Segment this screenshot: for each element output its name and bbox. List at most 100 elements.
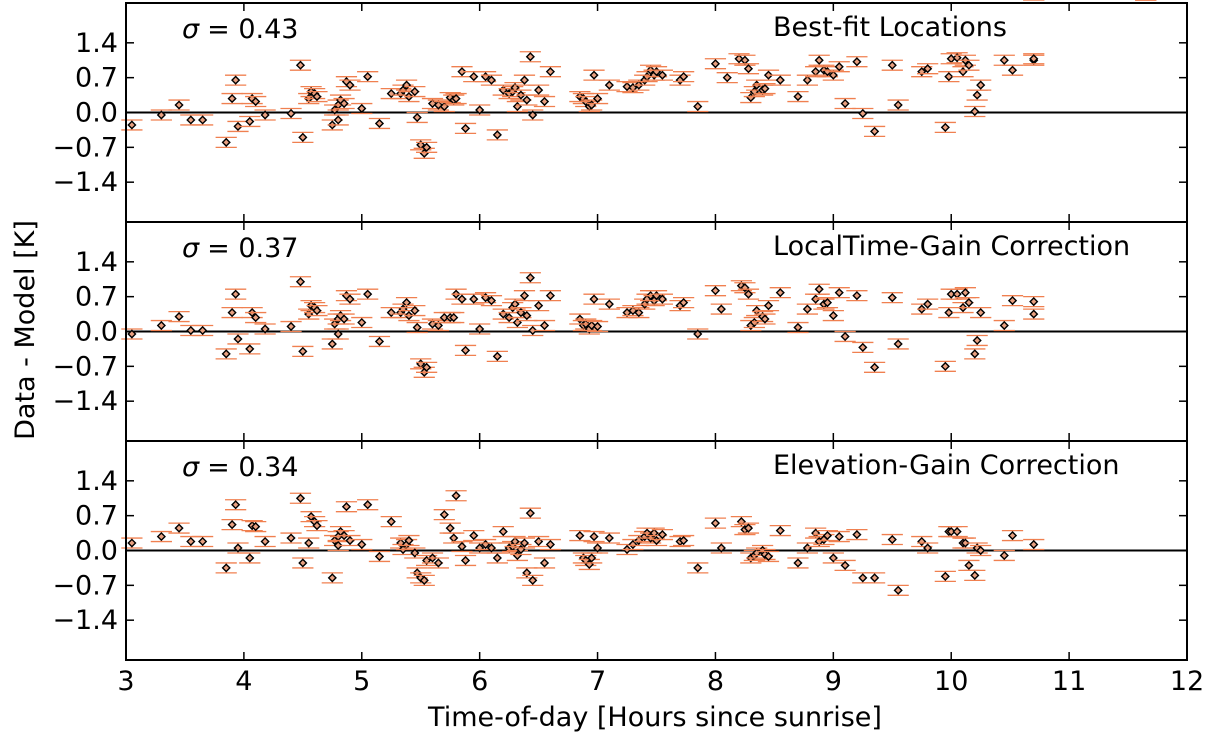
diamond-marker: [710, 286, 721, 296]
diamond-marker: [528, 325, 538, 336]
diamond-marker: [245, 344, 255, 354]
data-point: [808, 283, 830, 295]
diamond-marker: [649, 528, 659, 538]
diamond-marker: [156, 110, 166, 120]
diamond-marker: [587, 553, 597, 563]
diamond-marker: [492, 553, 502, 563]
data-point: [887, 338, 909, 350]
data-point: [221, 92, 243, 105]
data-point: [533, 95, 556, 108]
diamond-marker: [412, 112, 422, 123]
diamond-marker: [679, 72, 689, 82]
data-point: [339, 79, 361, 91]
data-point: [168, 310, 190, 323]
data-point: [192, 535, 214, 548]
diamond-marker: [186, 325, 196, 336]
x-axis: 3 4 5 6 7 8 9 10 11 12: [117, 666, 1204, 697]
data-point: [445, 92, 467, 105]
data-point: [1023, 53, 1045, 65]
data-point: [451, 293, 473, 305]
diamond-marker: [410, 87, 420, 97]
diamond-marker: [1007, 530, 1018, 541]
data-point: [710, 542, 732, 554]
data-point: [710, 303, 732, 315]
panel-2: −1.4−0.70.00.71.4 σ = 0.37 LocalTime-Gain C…: [52, 0, 1188, 442]
diamond-marker: [976, 545, 986, 556]
diamond-marker: [475, 543, 485, 553]
diamond-marker: [186, 115, 196, 125]
diamond-marker: [519, 75, 530, 85]
data-point: [970, 306, 992, 319]
diamond-marker: [345, 80, 355, 90]
data-point: [737, 63, 760, 75]
data-point: [704, 58, 727, 70]
data-point: [368, 117, 391, 130]
diamond-marker: [127, 120, 137, 130]
diamond-marker: [449, 312, 459, 323]
data-point: [787, 557, 809, 569]
diamond-marker: [475, 324, 485, 334]
data-point: [254, 535, 276, 548]
diamond-marker: [814, 284, 824, 294]
data-point: [221, 306, 243, 319]
data-point: [280, 320, 302, 333]
diamond-marker: [534, 85, 544, 95]
diamond-marker: [312, 91, 322, 102]
data-point: [1023, 296, 1045, 308]
diamond-marker: [457, 67, 467, 77]
data-point: [289, 59, 312, 71]
diamond-marker: [793, 322, 803, 333]
diamond-marker: [525, 508, 535, 518]
panels: −1.4−0.70.00.71.4 σ = 0.43 Best-fit Locatio…: [52, 0, 1188, 661]
diamond-marker: [710, 518, 721, 528]
data-point: [586, 320, 609, 333]
diamond-marker: [775, 526, 785, 536]
data-point: [406, 321, 428, 334]
diamond-marker: [333, 115, 343, 125]
diamond-marker: [822, 298, 833, 308]
data-point: [673, 534, 695, 547]
data-point: [519, 272, 541, 284]
diamond-marker: [970, 106, 980, 117]
diamond-marker: [245, 553, 255, 563]
x-tick-label: 6: [471, 666, 488, 697]
data-point: [221, 518, 243, 531]
diamond-marker: [295, 277, 306, 287]
diamond-marker: [545, 67, 555, 77]
diamond-marker: [221, 349, 231, 359]
data-point: [528, 84, 550, 96]
data-point: [834, 330, 856, 343]
diamond-marker: [439, 510, 449, 520]
diamond-marker: [298, 346, 308, 356]
data-point: [964, 105, 986, 118]
data-point: [413, 574, 435, 586]
diamond-marker: [679, 298, 689, 308]
data-point: [368, 550, 391, 563]
diamond-marker: [972, 543, 982, 553]
diamond-marker: [760, 84, 770, 94]
data-point: [215, 136, 237, 148]
data-point: [321, 572, 343, 584]
diamond-marker: [298, 558, 308, 568]
diamond-marker: [893, 100, 903, 110]
data-point: [887, 99, 909, 111]
diamond-marker: [286, 108, 296, 119]
diamond-marker: [333, 540, 343, 551]
diamond-marker: [345, 294, 355, 304]
diamond-marker: [327, 573, 337, 583]
data-point: [787, 321, 809, 334]
data-point: [954, 537, 976, 549]
diamond-marker: [231, 75, 241, 85]
diamond-marker: [198, 115, 208, 125]
panel-1: −1.4 −0.70.0 0.7 1.4 σ = 0.43 Best-fit Locatio…: [52, 0, 1188, 223]
data-point: [917, 298, 939, 310]
diamond-marker: [410, 306, 420, 316]
data-point: [716, 72, 738, 84]
diamond-marker: [404, 535, 414, 546]
y-tick-label: 0.0: [75, 536, 118, 567]
panel-title: LocalTime-Gain Correction: [773, 231, 1130, 262]
sigma-label: σ = 0.34: [182, 452, 298, 483]
data-point: [528, 535, 550, 548]
data-point: [881, 59, 903, 71]
